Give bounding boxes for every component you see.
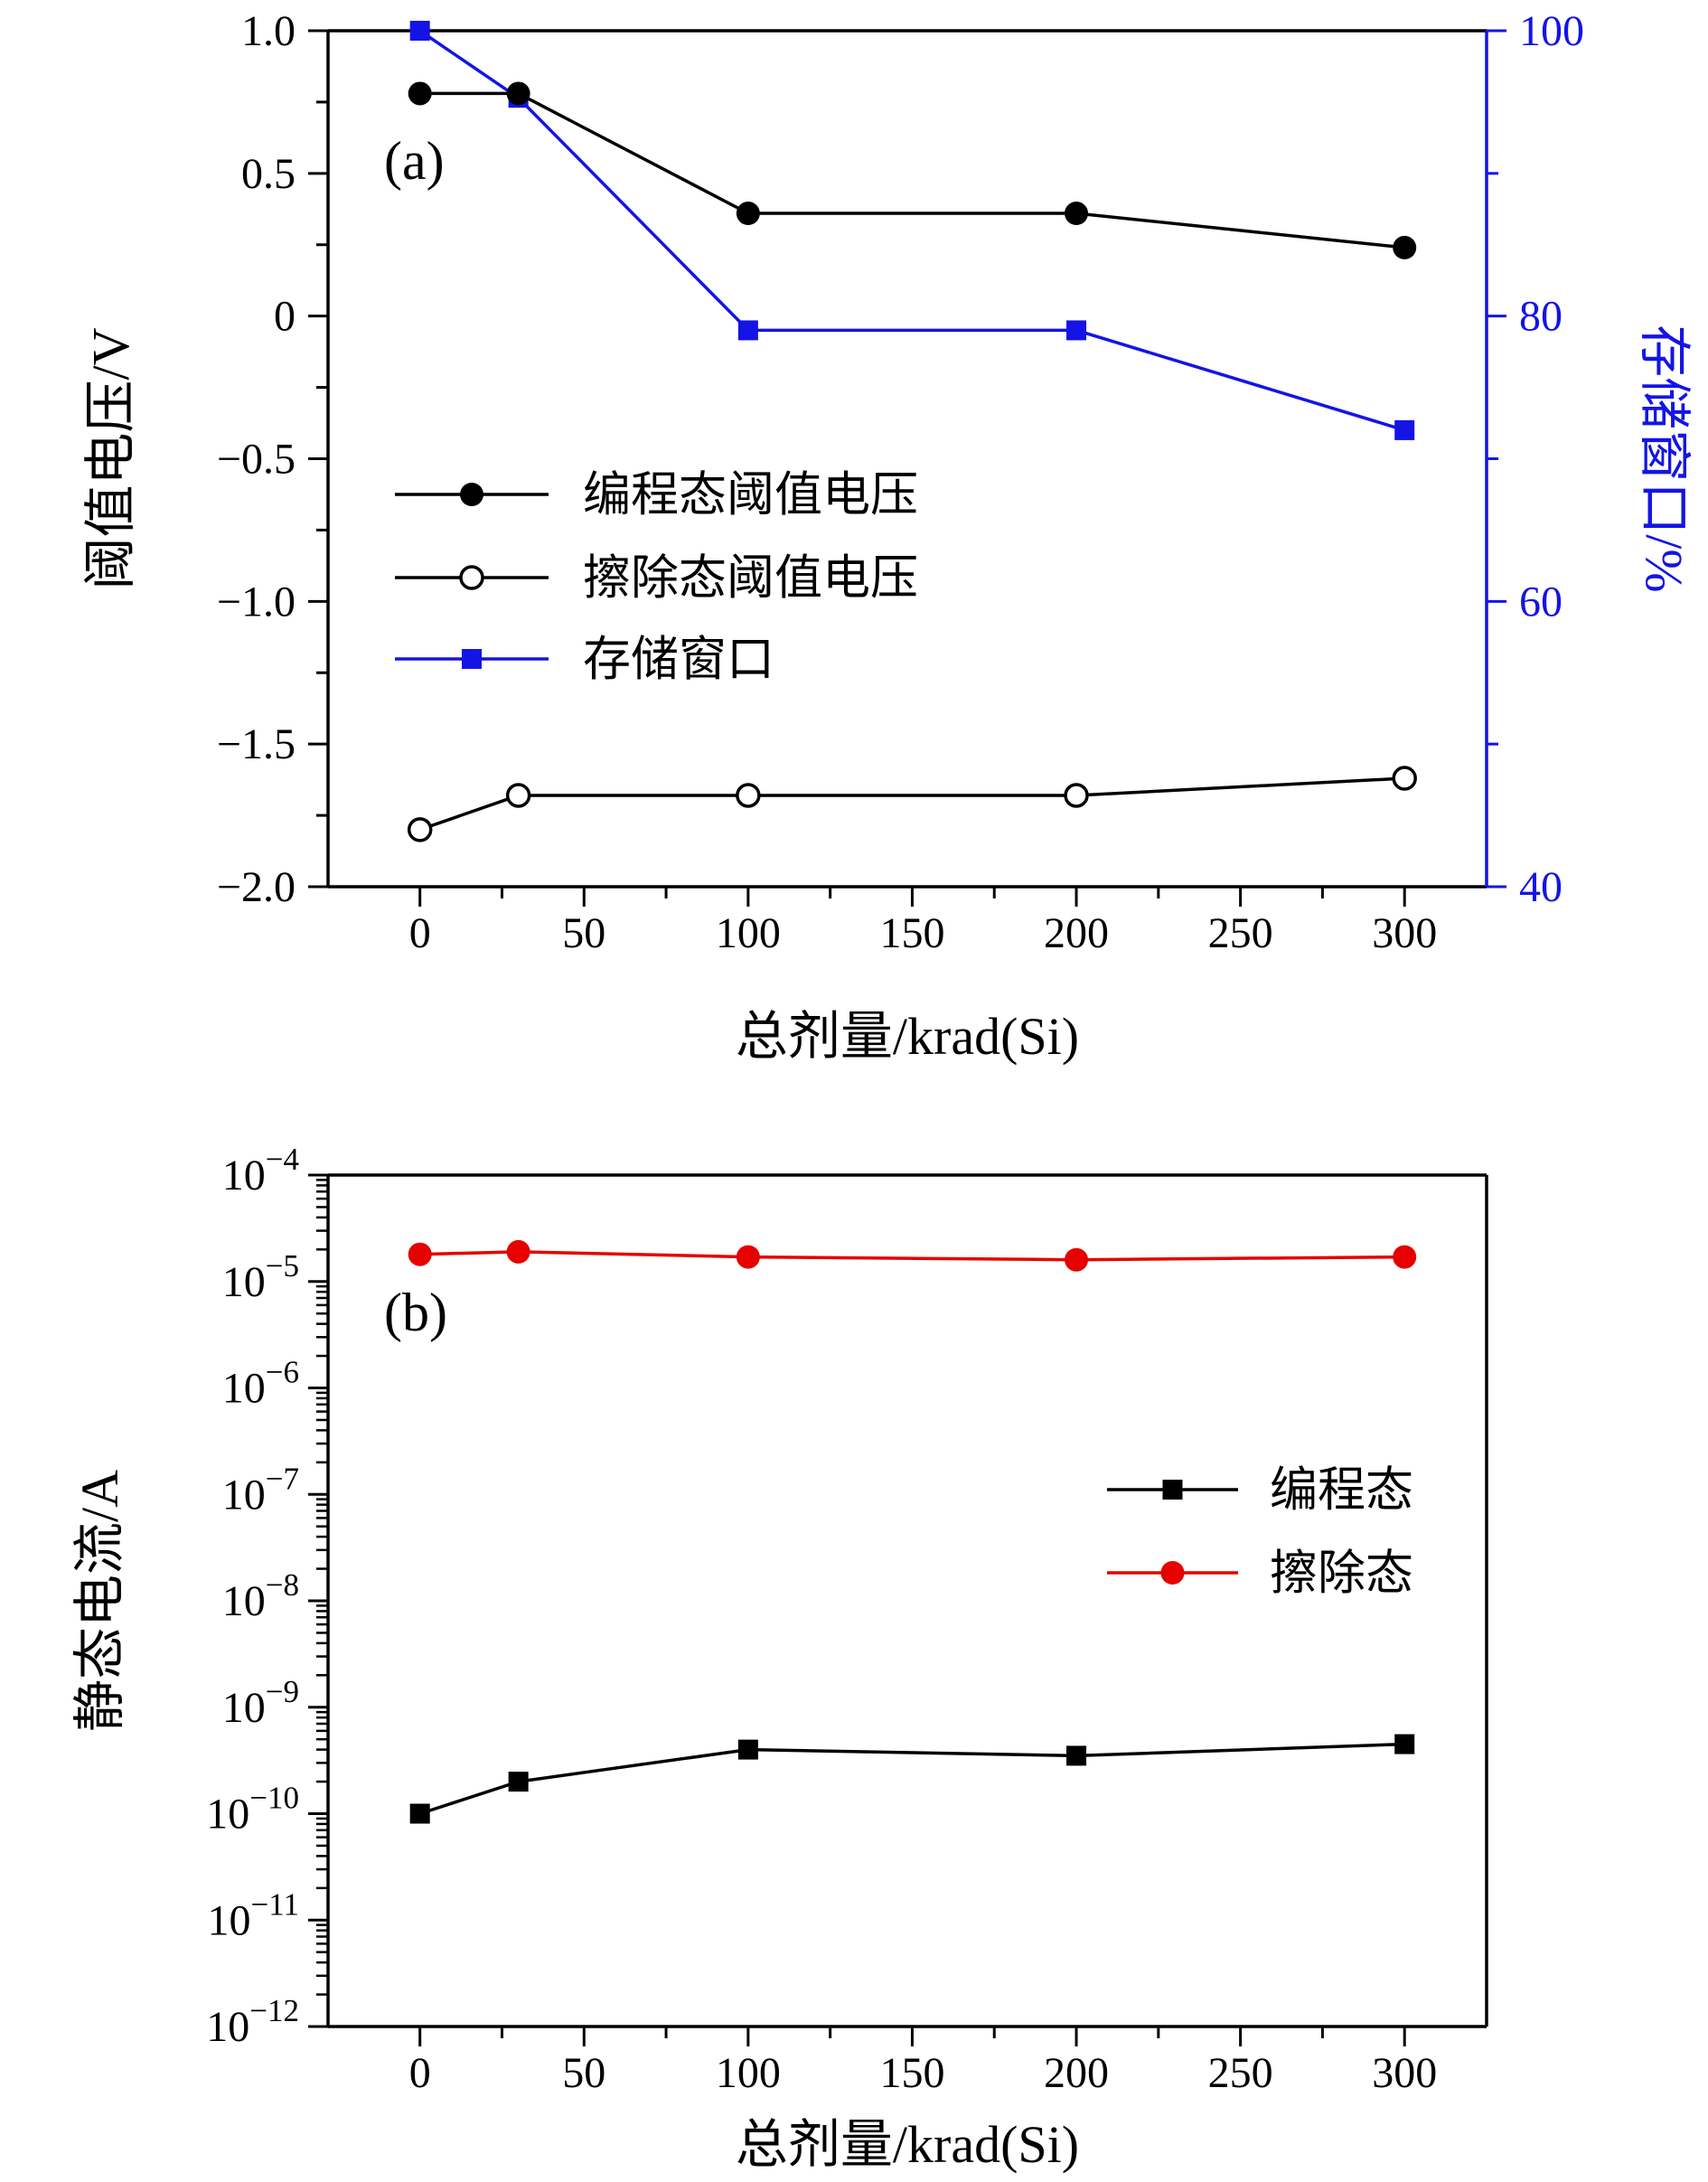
y-tick-label: 10−8 xyxy=(222,1567,299,1625)
panel-a-x-axis-title: 总剂量/krad(Si) xyxy=(736,1007,1079,1066)
data-point-a-0-circle-marker xyxy=(408,81,432,106)
series-line-a-0 xyxy=(419,91,1405,249)
x-tick-label: 50 xyxy=(562,909,605,957)
panel-a-y-axis-title: 阈值电压/V xyxy=(81,327,140,589)
x-tick-label: 250 xyxy=(1208,909,1273,957)
x-tick-label: 250 xyxy=(1208,2049,1273,2097)
series-line-a-2 xyxy=(418,29,1405,432)
data-point-a-1-open-circle-marker xyxy=(1392,766,1417,791)
y-left-tick-label: 0 xyxy=(274,293,296,341)
y-tick-label: 10−12 xyxy=(206,1993,299,2051)
legend-square-marker xyxy=(1162,1480,1183,1500)
series-line-b-1 xyxy=(419,1250,1405,1262)
data-point-a-2-square-marker xyxy=(1394,419,1415,440)
data-point-a-1-open-circle-marker xyxy=(505,783,531,808)
y-left-tick-label: −1.0 xyxy=(217,578,296,625)
y-tick-label: 10−7 xyxy=(222,1461,299,1519)
y-tick-label: 10−11 xyxy=(208,1886,299,1944)
y-left-tick-label: −0.5 xyxy=(217,436,296,484)
data-point-a-1-open-circle-marker xyxy=(407,817,433,842)
data-point-b-1-circle-marker xyxy=(1065,1247,1089,1272)
y-right-tick-label: 80 xyxy=(1519,293,1563,341)
y-tick-label: 10−6 xyxy=(222,1355,299,1413)
data-point-b-0-square-marker xyxy=(409,1803,430,1824)
y-left-tick-label: 1.0 xyxy=(241,7,296,55)
panel-b: 0 50 100 150 200 250 300 10−4 10−5 10−6 10−7 10−8 10… xyxy=(70,1142,1488,2174)
data-point-a-0-circle-marker xyxy=(1065,202,1089,226)
data-point-b-0-square-marker xyxy=(737,1739,758,1760)
y-tick-label: 10−4 xyxy=(222,1142,299,1199)
panel-a-right-axis-title: 存储窗口/% xyxy=(1635,324,1694,592)
data-point-a-0-circle-marker xyxy=(1393,235,1417,259)
data-point-a-2-square-marker xyxy=(409,21,430,41)
x-tick-label: 300 xyxy=(1372,909,1437,957)
panel-a-label: (a) xyxy=(384,131,445,191)
data-point-b-0-square-marker xyxy=(508,1772,529,1792)
panel-a: 0 50 100 150 200 250 300 1.0 0.5 0 −0.5 −1.0 −1.5 −2.… xyxy=(81,7,1694,1066)
legend-open-circle-marker xyxy=(459,565,484,590)
legend-label: 擦除态阈值电压 xyxy=(583,552,918,605)
legend-label: 擦除态 xyxy=(1270,1547,1413,1600)
data-point-a-2-square-marker xyxy=(1066,320,1087,341)
legend-label: 编程态 xyxy=(1270,1464,1413,1517)
y-left-tick-label: −1.5 xyxy=(217,720,296,768)
data-point-a-0-circle-marker xyxy=(736,202,760,226)
x-tick-label: 300 xyxy=(1372,2049,1437,2097)
x-tick-label: 150 xyxy=(879,2049,944,2097)
y-tick-label: 10−10 xyxy=(206,1781,299,1839)
x-tick-label: 50 xyxy=(562,2049,605,2097)
y-left-tick-label: 0.5 xyxy=(241,150,296,198)
legend-circle-marker xyxy=(460,483,483,506)
series-line-a-1 xyxy=(419,776,1405,832)
y-right-tick-label: 60 xyxy=(1519,578,1563,625)
data-point-b-0-square-marker xyxy=(1066,1745,1087,1766)
data-point-b-1-circle-marker xyxy=(408,1242,432,1266)
data-point-b-1-circle-marker xyxy=(506,1239,530,1264)
data-point-a-1-open-circle-marker xyxy=(736,783,761,808)
y-tick-label: 10−9 xyxy=(222,1674,299,1732)
legend-circle-marker xyxy=(1160,1561,1185,1585)
x-tick-label: 200 xyxy=(1044,909,1109,957)
x-tick-label: 100 xyxy=(716,2049,781,2097)
data-point-b-1-circle-marker xyxy=(736,1245,760,1269)
legend-label: 存储窗口 xyxy=(583,634,774,686)
legend-square-marker xyxy=(462,649,482,669)
x-tick-label: 100 xyxy=(716,909,781,957)
series-line-b-0 xyxy=(419,1742,1405,1816)
panel-b-x-axis-title: 总剂量/krad(Si) xyxy=(736,2115,1079,2174)
data-point-a-2-square-marker xyxy=(737,320,758,341)
x-tick-label: 200 xyxy=(1044,2049,1109,2097)
x-tick-label: 0 xyxy=(409,2049,431,2097)
data-point-b-1-circle-marker xyxy=(1393,1245,1417,1269)
data-point-a-1-open-circle-marker xyxy=(1064,783,1089,808)
y-right-tick-label: 100 xyxy=(1519,7,1584,55)
data-point-a-0-circle-marker xyxy=(506,81,530,106)
y-right-tick-label: 40 xyxy=(1519,863,1563,911)
legend-label: 编程态阈值电压 xyxy=(583,469,918,522)
y-tick-label: 10−5 xyxy=(222,1248,299,1306)
x-tick-label: 0 xyxy=(409,909,431,957)
y-left-tick-label: −2.0 xyxy=(217,863,296,911)
x-tick-label: 150 xyxy=(879,909,944,957)
panel-b-label: (b) xyxy=(384,1283,447,1342)
data-point-b-0-square-marker xyxy=(1394,1734,1415,1754)
panel-b-y-axis-title: 静态电流/A xyxy=(70,1470,129,1732)
